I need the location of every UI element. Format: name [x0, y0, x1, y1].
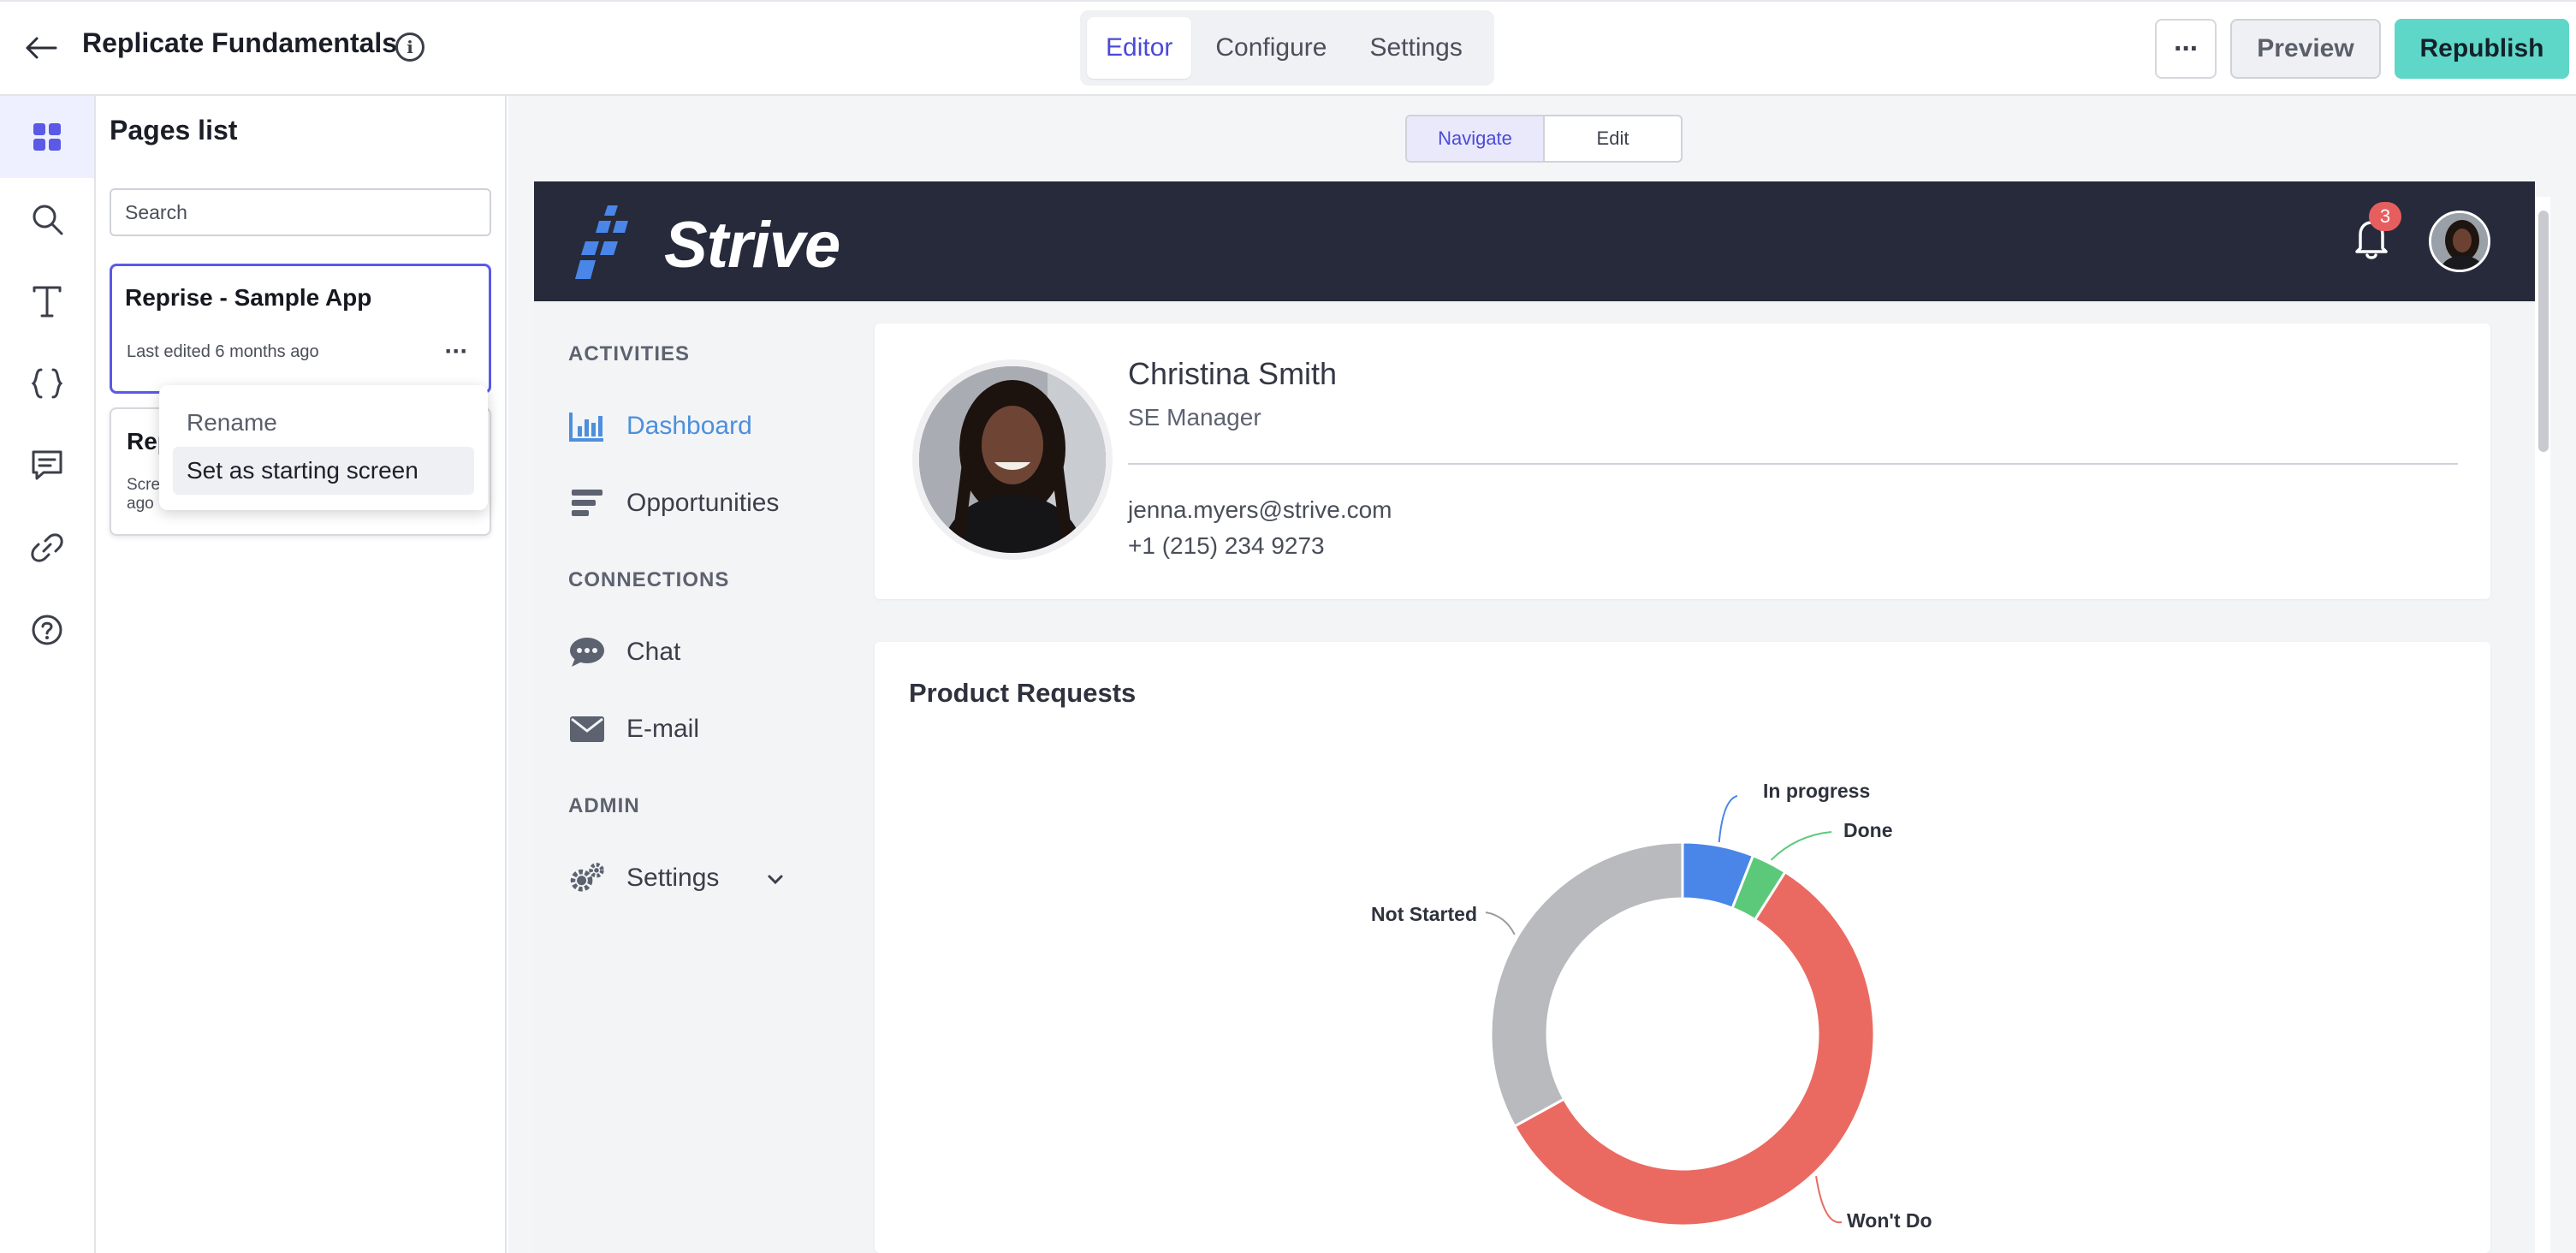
- help-icon[interactable]: [0, 589, 94, 671]
- preview-button[interactable]: Preview: [2230, 19, 2381, 79]
- list-bars-icon: [568, 484, 606, 522]
- donut-leader-line: [1815, 1176, 1843, 1224]
- nav-item-label: Chat: [626, 638, 681, 666]
- info-icon[interactable]: i: [395, 33, 424, 62]
- search-icon[interactable]: [0, 178, 94, 260]
- donut-leader-line: [1485, 912, 1516, 935]
- product-requests-donut-chart: In progress Done Won't Do Not Started: [1371, 780, 1932, 1232]
- page-card-selected[interactable]: [110, 264, 491, 394]
- chart-title: Product Requests: [909, 678, 1137, 708]
- chevron-down-icon: [767, 864, 784, 893]
- strive-wordmark: Strive: [664, 208, 840, 282]
- project-title: Replicate Fundamentals: [82, 27, 398, 58]
- profile-phone: +1 (215) 234 9273: [1128, 532, 1325, 559]
- link-icon[interactable]: [0, 507, 94, 589]
- page-card-meta: Scre ago: [127, 476, 161, 514]
- app-scrollbar-track[interactable]: [2535, 197, 2550, 1253]
- profile-name: Christina Smith: [1128, 356, 1338, 391]
- tab-editor[interactable]: Editor: [1087, 17, 1192, 79]
- nav-item-opportunities[interactable]: Opportunities: [568, 478, 808, 529]
- nav-item-email[interactable]: E-mail: [568, 704, 808, 755]
- page-card-title: Rep: [127, 428, 163, 454]
- tab-settings[interactable]: Settings: [1369, 33, 1463, 62]
- nav-section-admin: ADMIN: [568, 794, 640, 817]
- page-card-meta-line: Scre: [127, 476, 161, 494]
- comment-icon[interactable]: [0, 425, 94, 507]
- text-icon[interactable]: [0, 260, 94, 342]
- app-scrollbar-thumb[interactable]: [2538, 211, 2549, 452]
- nav-item-label: E-mail: [626, 715, 700, 743]
- more-options-button[interactable]: ···: [2155, 19, 2217, 79]
- profile-role: SE Manager: [1128, 404, 1261, 431]
- code-braces-icon[interactable]: [0, 342, 94, 425]
- nav-item-dashboard[interactable]: Dashboard: [568, 401, 808, 452]
- navigate-toggle[interactable]: Navigate: [1407, 116, 1545, 161]
- page-card-menu-icon[interactable]: ···: [444, 337, 469, 365]
- donut-label: Not Started: [1371, 903, 1477, 925]
- bar-chart-icon: [568, 407, 606, 445]
- product-requests-card: [875, 642, 2490, 1253]
- pages-list-title: Pages list: [110, 115, 238, 145]
- app-sidebar: [534, 301, 834, 1253]
- page-card-title: Reprise - Sample App: [125, 284, 372, 311]
- nav-item-label: Settings: [626, 864, 720, 892]
- tool-rail: [0, 96, 96, 1253]
- nav-section-connections: CONNECTIONS: [568, 568, 730, 591]
- page-card-meta-line: ago: [127, 495, 154, 513]
- donut-label: Won't Do: [1847, 1209, 1932, 1232]
- tab-configure[interactable]: Configure: [1215, 33, 1327, 62]
- donut-leader-line: [1718, 795, 1738, 843]
- menu-item-rename[interactable]: Rename: [187, 409, 277, 436]
- pages-search-input[interactable]: [110, 188, 491, 236]
- profile-photo: [912, 359, 1113, 560]
- mode-tabs: Editor Configure Settings: [1080, 10, 1494, 86]
- donut-slice-not-started[interactable]: [1489, 840, 1684, 1128]
- menu-item-set-starting-screen[interactable]: Set as starting screen: [173, 447, 474, 495]
- donut-label: In progress: [1763, 780, 1870, 802]
- envelope-icon: [568, 710, 606, 748]
- back-arrow-icon[interactable]: [19, 26, 63, 70]
- donut-slice-won-t-do[interactable]: [1512, 870, 1876, 1227]
- donut-leader-line: [1770, 831, 1832, 861]
- page-card-meta: Last edited 6 months ago: [127, 342, 319, 361]
- nav-section-activities: ACTIVITIES: [568, 342, 691, 365]
- page-context-menu: Rename Set as starting screen: [159, 385, 488, 510]
- notification-badge: 3: [2369, 202, 2401, 231]
- nav-item-settings[interactable]: Settings: [568, 852, 808, 904]
- republish-button[interactable]: Republish: [2395, 19, 2569, 79]
- user-avatar[interactable]: [2429, 211, 2490, 272]
- nav-item-chat[interactable]: Chat: [568, 626, 808, 678]
- profile-email: jenna.myers@strive.com: [1128, 496, 1392, 523]
- profile-card: [875, 324, 2490, 599]
- strive-logo-mark-icon: [575, 205, 628, 279]
- donut-label: Done: [1843, 819, 1893, 841]
- gears-icon: [568, 859, 606, 897]
- nav-item-label: Opportunities: [626, 489, 780, 517]
- nav-item-label: Dashboard: [626, 412, 752, 440]
- edit-toggle[interactable]: Edit: [1596, 128, 1629, 149]
- app-header: [534, 181, 2535, 301]
- profile-divider: [1128, 463, 2458, 465]
- pages-grid-icon[interactable]: [0, 96, 94, 178]
- strive-logo[interactable]: Strive: [573, 204, 840, 286]
- chat-bubble-icon: [568, 633, 606, 671]
- view-mode-toggle: Navigate Edit: [1405, 115, 1683, 163]
